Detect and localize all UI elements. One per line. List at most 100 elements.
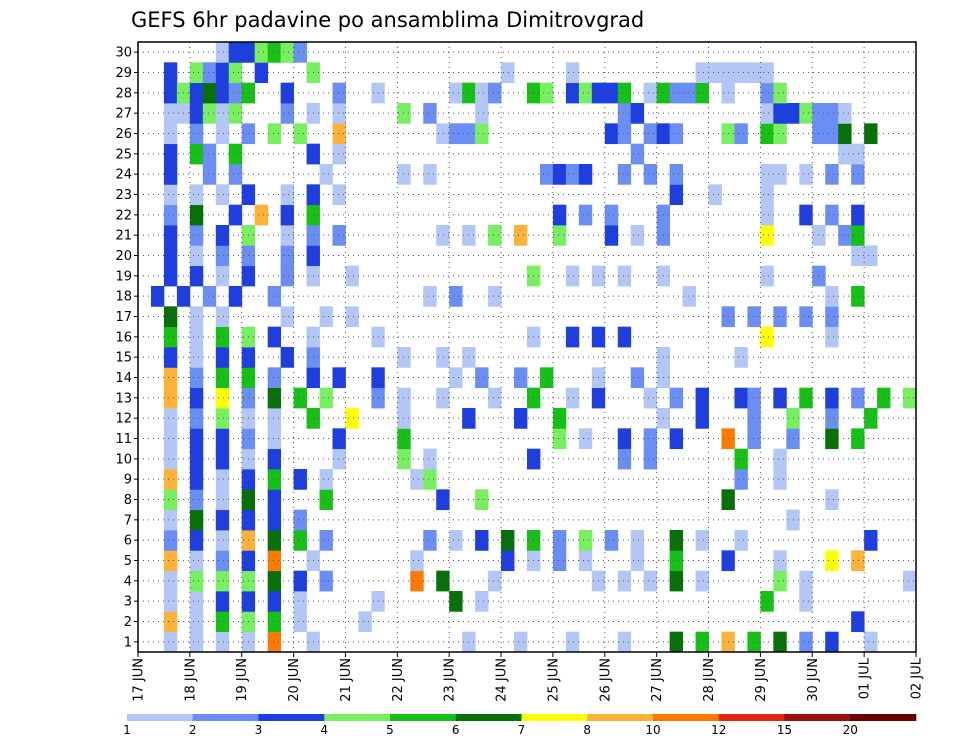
colorbar-label: 2 [189,723,197,737]
heatmap-cell [617,631,632,653]
heatmap-cell [475,123,489,145]
x-axis: 17 JUN 18 JUN 19 JUN 20 JUN 21 JUN 22 JUN 23 J… [132,652,925,702]
heatmap-cell [163,123,178,145]
heatmap-cell [163,611,178,633]
colorbar-label: 8 [583,723,591,737]
heatmap-cell [630,103,645,124]
heatmap-cell [189,489,204,511]
heatmap-cell [254,42,269,63]
heatmap-cell [799,103,813,124]
heatmap-cell [189,387,204,409]
heatmap-cell [397,408,411,429]
heatmap-cell [669,164,683,185]
heatmap-cell [682,82,696,104]
heatmap-cell [838,143,852,165]
heatmap-cell [267,570,282,592]
heatmap-cell [773,448,787,470]
heatmap-cell [332,367,346,389]
heatmap-cell [423,164,437,185]
heatmap-cell [189,225,204,246]
colorbar-segment [324,714,391,721]
heatmap-cell [202,286,217,307]
heatmap-cell [267,469,282,490]
heatmap-cell [163,591,178,612]
heatmap-cell [760,225,774,246]
heatmap-cell [617,164,632,185]
x-tick-label: 20 JUN [287,658,302,702]
heatmap-cell [202,164,217,185]
heatmap-cell [215,103,230,124]
colorbar-label: 6 [452,723,460,737]
heatmap-cell [669,570,683,592]
heatmap-cell [630,550,645,572]
heatmap-cell [617,123,632,145]
heatmap-cell [215,530,230,551]
y-tick-label: 7 [124,513,132,528]
heatmap-cell [280,82,294,104]
heatmap-cell [423,448,437,470]
heatmap-cell [449,367,463,389]
heatmap-cell [565,82,580,104]
colorbar-label: 10 [645,723,660,737]
heatmap-cell [163,428,178,450]
heatmap-cell [825,103,839,124]
heatmap-cell [228,143,243,165]
heatmap-cell [695,631,709,653]
y-tick-label: 13 [115,391,132,406]
heatmap-cell [760,82,774,104]
heatmap-cell [293,42,307,63]
colorbar-segment [258,714,325,721]
heatmap-cell [163,184,178,206]
heatmap-cell [604,82,619,104]
heatmap-cell [643,387,658,409]
heatmap-cell [163,103,178,124]
y-tick-label: 15 [115,351,132,366]
heatmap-cell [397,164,411,185]
y-tick-label: 5 [124,554,132,569]
heatmap-cell [630,143,645,165]
heatmap-cell [280,347,294,368]
heatmap-cell [799,204,813,226]
heatmap-cell [552,204,567,226]
heatmap-cell [202,62,217,84]
y-tick-label: 24 [115,168,132,183]
heatmap-cell [163,469,178,490]
heatmap-cell [488,286,502,307]
heatmap-cell [578,428,593,450]
heatmap-cell [215,326,230,348]
x-tick-label: 27 JUN [650,658,665,702]
heatmap-cell [617,265,632,287]
heatmap-cell [514,225,528,246]
heatmap-cell [773,164,787,185]
heatmap-cell [501,62,515,84]
heatmap-cell [799,570,813,592]
heatmap-cell [267,448,282,470]
heatmap-cell [228,164,243,185]
y-tick-label: 21 [115,229,132,244]
heatmap-cell [825,306,839,328]
heatmap-cell [773,570,787,592]
y-tick-label: 29 [115,66,132,81]
heatmap-cell [332,225,346,246]
heatmap-cell [319,387,333,409]
y-tick-label: 3 [124,595,132,610]
heatmap-cell [475,591,489,612]
heatmap-cell [332,143,346,165]
heatmap-cell [397,428,411,450]
heatmap-cell [903,570,917,592]
heatmap-cell [423,469,437,490]
heatmap-cell [267,550,282,572]
heatmap-cell [228,286,243,307]
colorbar-segment [521,714,588,721]
y-tick-label: 28 [115,86,132,101]
heatmap-cell [410,469,424,490]
heatmap-cell [189,265,204,287]
heatmap-cell [163,448,178,470]
x-tick-label: 23 JUN [443,658,458,702]
heatmap-cell [773,306,787,328]
y-tick-label: 20 [115,249,132,264]
heatmap-cell [189,631,204,653]
heatmap-cell [202,82,217,104]
heatmap-cell [449,591,463,612]
heatmap-cell [552,550,567,572]
